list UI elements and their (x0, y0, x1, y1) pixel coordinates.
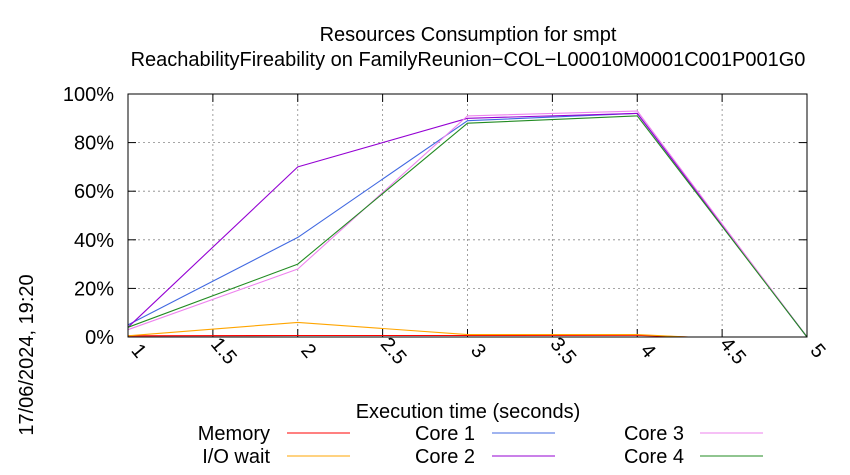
legend-label: Core 3 (624, 423, 684, 445)
x-tick-label: 5 (806, 340, 830, 363)
y-tick-label: 60% (74, 181, 114, 203)
grid-lines (128, 94, 807, 337)
y-tick-label: 40% (74, 230, 114, 252)
y-tick-label: 0% (85, 327, 114, 349)
chart-subtitle: ReachabilityFireability on FamilyReunion… (131, 49, 806, 71)
x-axis-label: Execution time (seconds) (356, 401, 581, 423)
legend-label: I/O wait (202, 446, 270, 468)
series-line-core-3 (127, 110, 808, 338)
timestamp-label: 17/06/2024, 19:20 (16, 274, 38, 435)
chart-title: Resources Consumption for smpt (320, 24, 617, 46)
legend-item: Core 3 (624, 423, 763, 445)
x-tick-label: 1 (127, 340, 151, 363)
legend-label: Core 1 (415, 423, 475, 445)
y-tick-label: 20% (74, 278, 114, 300)
x-tick-label: 1.5 (206, 333, 241, 368)
series-line-core-2 (127, 112, 808, 338)
x-tick-label: 4.5 (715, 333, 750, 368)
legend-label: Memory (198, 423, 270, 445)
legend-label: Core 2 (415, 446, 475, 468)
legend-item: Core 1 (415, 423, 555, 445)
series-line-core-4 (127, 115, 808, 338)
x-tick-label: 2 (296, 340, 320, 363)
y-tick-label: 100% (63, 84, 114, 106)
legend-item: I/O wait (202, 446, 350, 468)
x-tick-label: 3.5 (546, 333, 581, 368)
legend-item: Memory (198, 423, 350, 445)
x-tick-label: 4 (636, 340, 660, 363)
legend-label: Core 4 (624, 446, 684, 468)
legend-item: Core 2 (415, 446, 555, 468)
x-tick-label: 3 (466, 340, 490, 363)
plot-frame (127, 93, 808, 338)
y-tick-label: 80% (74, 133, 114, 155)
axis-ticks: 0% 20% 40% 60% 80% 100% 1 1.5 2 2.5 3 3.5 4 4.5 5 (63, 84, 830, 369)
x-tick-label: 2.5 (376, 333, 411, 368)
legend-item: Core 4 (624, 446, 763, 468)
